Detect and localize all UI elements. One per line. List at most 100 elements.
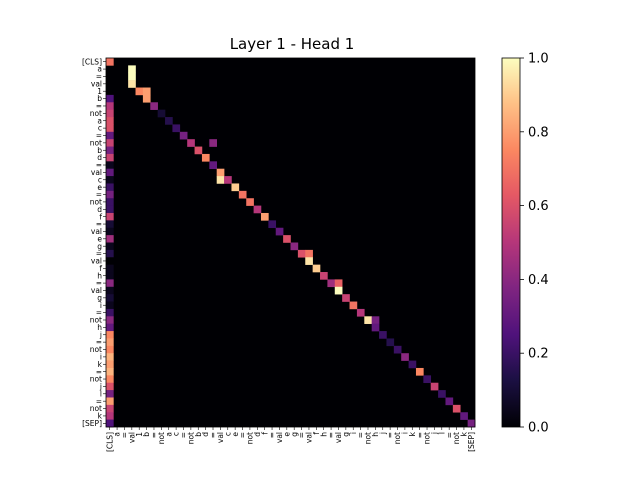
- heatmap-cell: [408, 360, 417, 369]
- heatmap-cell: [106, 153, 114, 162]
- heatmap-cell: [415, 367, 424, 376]
- y-tick-label: 1: [97, 87, 102, 96]
- heatmap-cell: [106, 345, 114, 354]
- heatmap-cell: [430, 382, 439, 391]
- y-tick-label: not: [90, 138, 102, 147]
- heatmap-cell: [172, 124, 181, 133]
- y-tick-label: =: [96, 220, 102, 229]
- heatmap-cell: [128, 80, 136, 88]
- heatmap-cell: [216, 168, 225, 177]
- heatmap-cell: [106, 279, 114, 288]
- heatmap-cell: [106, 109, 114, 118]
- heatmap-cell: [106, 117, 114, 125]
- x-tick-label: =: [120, 432, 129, 438]
- heatmap-cell: [106, 190, 114, 199]
- heatmap-cell: [312, 264, 321, 273]
- x-tick-label: not: [452, 432, 461, 444]
- heatmap-cell: [275, 227, 284, 236]
- x-tick-label: val: [216, 432, 225, 443]
- y-tick-label: not: [90, 109, 102, 118]
- heatmap-cell: [320, 272, 328, 280]
- heatmap-cell: [106, 404, 114, 413]
- x-tick-label: =: [445, 432, 454, 438]
- x-tick-label: c: [223, 432, 232, 436]
- x-tick-label: e: [282, 432, 291, 437]
- heatmap-cell: [106, 102, 114, 110]
- y-tick-label: l: [100, 389, 102, 398]
- y-tick-label: [SEP]: [82, 419, 102, 428]
- heatmap-cell: [106, 286, 114, 295]
- y-tick-label: d: [97, 205, 102, 214]
- colorbar-tick-label: 0.2: [528, 347, 549, 362]
- heatmap-cell: [106, 94, 114, 103]
- colorbar: [501, 57, 521, 428]
- heatmap-cell: [246, 198, 254, 206]
- heatmap-cell: [349, 301, 358, 310]
- y-tick-label: =: [96, 190, 102, 199]
- heatmap-cell: [142, 94, 151, 103]
- heatmap-cell: [106, 294, 114, 302]
- heatmap-cell: [106, 124, 114, 133]
- y-tick-label: =: [96, 161, 102, 170]
- heatmap-cell: [386, 338, 395, 347]
- x-tick-label: val: [305, 432, 314, 443]
- heatmap-cell: [364, 316, 372, 324]
- heatmap-cell: [106, 331, 114, 339]
- heatmap-cell: [290, 242, 299, 251]
- y-tick-label: j: [99, 330, 102, 339]
- heatmap-cell: [106, 139, 114, 147]
- y-tick-label: i: [100, 301, 102, 310]
- x-tick-label: not: [157, 432, 166, 444]
- heatmap-cell: [283, 235, 291, 243]
- x-tick-label: =: [238, 432, 247, 438]
- x-tick-label: [CLS]: [105, 432, 114, 452]
- x-tick-label: =: [327, 432, 336, 438]
- heatmap-cell: [106, 205, 114, 214]
- heatmap-cell: [106, 242, 114, 251]
- heatmap-cell: [106, 168, 114, 177]
- chart-title: Layer 1 - Head 1: [230, 35, 355, 53]
- heatmap-cell: [135, 87, 144, 96]
- y-tick-label: e: [97, 234, 102, 243]
- heatmap-cell: [128, 65, 136, 74]
- x-tick-label: a: [113, 432, 122, 437]
- heatmap-cell: [106, 249, 114, 258]
- heatmap-cell: [106, 227, 114, 236]
- heatmap-cell: [401, 353, 409, 361]
- x-tick-label: not: [393, 432, 402, 444]
- heatmap-cell: [106, 176, 114, 184]
- y-tick-label: g: [97, 242, 102, 251]
- heatmap-cell: [224, 176, 232, 184]
- heatmap-cell: [106, 353, 114, 361]
- x-tick-label: =: [297, 432, 306, 438]
- x-tick-label: c: [172, 432, 181, 436]
- heatmap-cell: [260, 212, 269, 221]
- y-tick-label: =: [96, 397, 102, 406]
- heatmap-cell: [106, 58, 114, 66]
- x-tick-label: f: [312, 432, 321, 435]
- x-tick-label: not: [246, 432, 255, 444]
- heatmap-cell: [297, 249, 306, 258]
- y-tick-label: val: [91, 168, 102, 177]
- heatmap-cell: [371, 316, 380, 324]
- heatmap-cell: [106, 367, 114, 376]
- heatmap-plot-area: [105, 57, 476, 428]
- heatmap-cell: [238, 190, 247, 199]
- heatmap-cell: [467, 419, 476, 428]
- y-tick-label: k: [98, 412, 103, 421]
- heatmap-cell: [106, 382, 114, 391]
- heatmap-cell: [327, 279, 336, 288]
- colorbar-tick-label: 0.8: [528, 125, 549, 140]
- heatmap-cell: [379, 331, 387, 339]
- y-tick-label: =: [96, 279, 102, 288]
- y-tick-label: =: [96, 338, 102, 347]
- y-tick-label: =: [96, 367, 102, 376]
- heatmap-cell: [194, 146, 203, 155]
- y-tick-label: f: [99, 212, 102, 221]
- heatmap-cell: [106, 360, 114, 369]
- heatmap-cell: [106, 412, 114, 420]
- colorbar-ticks: 0.0 0.2 0.4 0.6 0.8 1.0: [520, 52, 549, 436]
- x-tick-label: g: [341, 432, 350, 437]
- heatmap-cell: [106, 323, 114, 332]
